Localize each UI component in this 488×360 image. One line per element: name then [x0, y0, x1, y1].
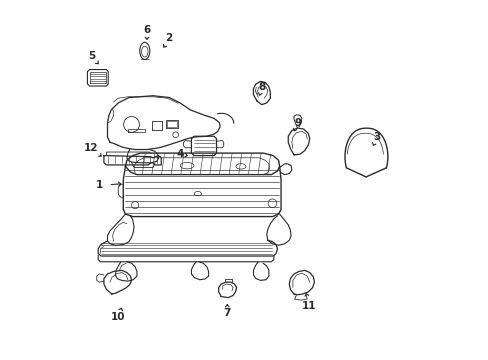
Text: 7: 7 [223, 305, 230, 318]
Text: 9: 9 [293, 118, 301, 131]
Text: 5: 5 [87, 51, 98, 64]
Text: 10: 10 [111, 308, 125, 322]
Text: 8: 8 [258, 82, 265, 95]
Text: 1: 1 [96, 180, 121, 190]
Text: 6: 6 [143, 25, 150, 39]
Text: 12: 12 [84, 143, 101, 156]
Text: 2: 2 [163, 33, 172, 47]
Text: 4: 4 [176, 149, 187, 159]
Text: 3: 3 [372, 132, 380, 145]
Text: 11: 11 [301, 293, 316, 311]
